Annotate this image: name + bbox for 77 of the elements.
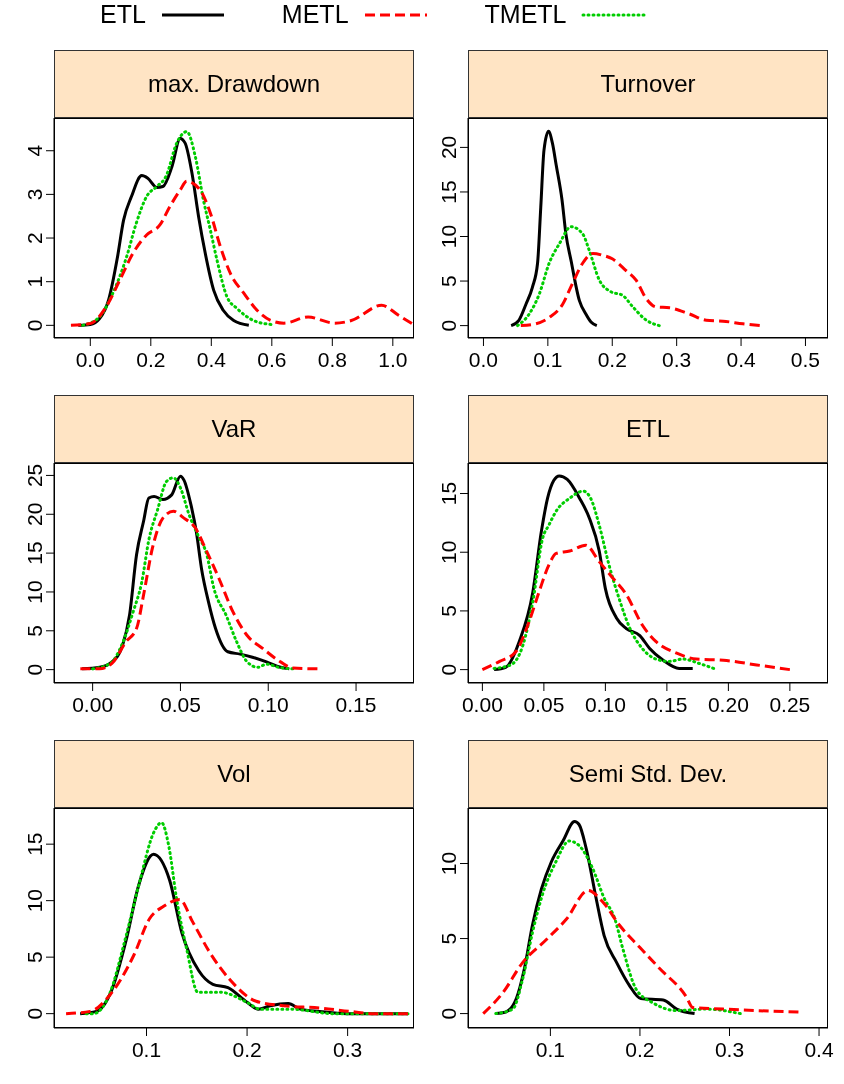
x-tick-label: 0.2 bbox=[232, 1037, 262, 1061]
x-tick-label: 0.05 bbox=[523, 692, 565, 716]
legend-label: METL bbox=[281, 0, 349, 29]
x-tick-label: 0.4 bbox=[726, 347, 756, 371]
line-series bbox=[81, 130, 273, 327]
x-tick-label: 0.2 bbox=[597, 347, 627, 371]
y-tick-label: 5 bbox=[23, 624, 46, 637]
line-series bbox=[480, 543, 792, 672]
y-tick-label: 3 bbox=[23, 188, 46, 201]
x-tick-label: 0.25 bbox=[769, 692, 811, 716]
y-tick-label: 20 bbox=[437, 135, 460, 160]
y-tick-label: 5 bbox=[437, 275, 460, 287]
y-tick-label: 5 bbox=[23, 951, 46, 963]
y-tick-label: 0 bbox=[23, 663, 46, 676]
chart-title: ETL bbox=[625, 415, 670, 443]
y-tick-label: 25 bbox=[23, 463, 46, 488]
y-tick-label: 0 bbox=[437, 1007, 460, 1020]
x-tick-label: 0.10 bbox=[584, 692, 626, 716]
x-tick-label: 0.1 bbox=[131, 1037, 162, 1061]
line-series bbox=[64, 898, 410, 1016]
y-tick-label: 0 bbox=[23, 1007, 46, 1020]
x-tick-label: 0.8 bbox=[317, 347, 347, 371]
x-tick-label: 0.00 bbox=[72, 692, 114, 716]
legend-label: TMETL bbox=[484, 0, 567, 29]
x-tick-label: 0.00 bbox=[461, 692, 503, 716]
x-tick-label: 0.2 bbox=[625, 1037, 655, 1061]
x-tick-label: 0.2 bbox=[136, 347, 166, 371]
x-tick-label: 0.5 bbox=[790, 347, 821, 371]
chart-title: VaR bbox=[211, 415, 257, 443]
line-series bbox=[509, 129, 599, 328]
x-tick-label: 0.10 bbox=[247, 692, 289, 716]
y-tick-label: 0 bbox=[23, 319, 46, 332]
chart-title: Vol bbox=[217, 760, 251, 788]
x-tick-label: 0.3 bbox=[333, 1037, 363, 1061]
y-tick-label: 10 bbox=[437, 851, 460, 876]
x-tick-label: 0.15 bbox=[646, 692, 688, 716]
chart-title: Semi Std. Dev. bbox=[568, 760, 728, 788]
y-tick-label: 5 bbox=[437, 605, 460, 617]
x-tick-label: 0.6 bbox=[257, 347, 287, 371]
y-tick-label: 4 bbox=[23, 144, 46, 157]
line-series bbox=[494, 839, 742, 1016]
x-tick-label: 0.4 bbox=[804, 1037, 834, 1061]
x-tick-label: 0.3 bbox=[714, 1037, 745, 1061]
line-series bbox=[516, 225, 661, 328]
x-tick-label: 0.1 bbox=[533, 347, 563, 371]
x-tick-label: 0.0 bbox=[75, 347, 105, 371]
line-series bbox=[69, 179, 414, 327]
x-tick-label: 0.4 bbox=[196, 347, 227, 371]
y-tick-label: 5 bbox=[437, 932, 460, 945]
x-tick-label: 1.0 bbox=[378, 347, 408, 371]
chart-title: Turnover bbox=[600, 70, 696, 98]
chart-title: max. Drawdown bbox=[147, 70, 321, 98]
y-tick-label: 15 bbox=[437, 481, 460, 506]
x-tick-label: 0.3 bbox=[662, 347, 692, 371]
line-series bbox=[84, 821, 410, 1016]
y-tick-label: 2 bbox=[23, 232, 46, 244]
line-series bbox=[519, 251, 762, 328]
line-series bbox=[481, 889, 800, 1016]
y-tick-label: 10 bbox=[437, 224, 460, 249]
x-tick-label: 0.1 bbox=[535, 1037, 565, 1061]
x-tick-label: 0.0 bbox=[468, 347, 499, 371]
y-tick-label: 10 bbox=[23, 580, 46, 604]
y-tick-label: 10 bbox=[23, 888, 46, 913]
x-tick-label: 0.05 bbox=[160, 692, 201, 716]
line-series bbox=[78, 509, 319, 671]
y-tick-label: 0 bbox=[437, 319, 460, 332]
x-tick-label: 0.15 bbox=[335, 692, 377, 716]
y-tick-label: 10 bbox=[437, 540, 460, 564]
y-tick-label: 15 bbox=[23, 541, 46, 565]
legend-label: ETL bbox=[100, 0, 146, 29]
x-tick-label: 0.20 bbox=[707, 692, 749, 716]
y-tick-label: 15 bbox=[23, 832, 46, 856]
y-tick-label: 20 bbox=[23, 502, 46, 526]
y-tick-label: 0 bbox=[437, 663, 460, 676]
line-series bbox=[492, 489, 716, 670]
y-tick-label: 15 bbox=[437, 180, 460, 204]
y-tick-label: 1 bbox=[23, 275, 46, 288]
